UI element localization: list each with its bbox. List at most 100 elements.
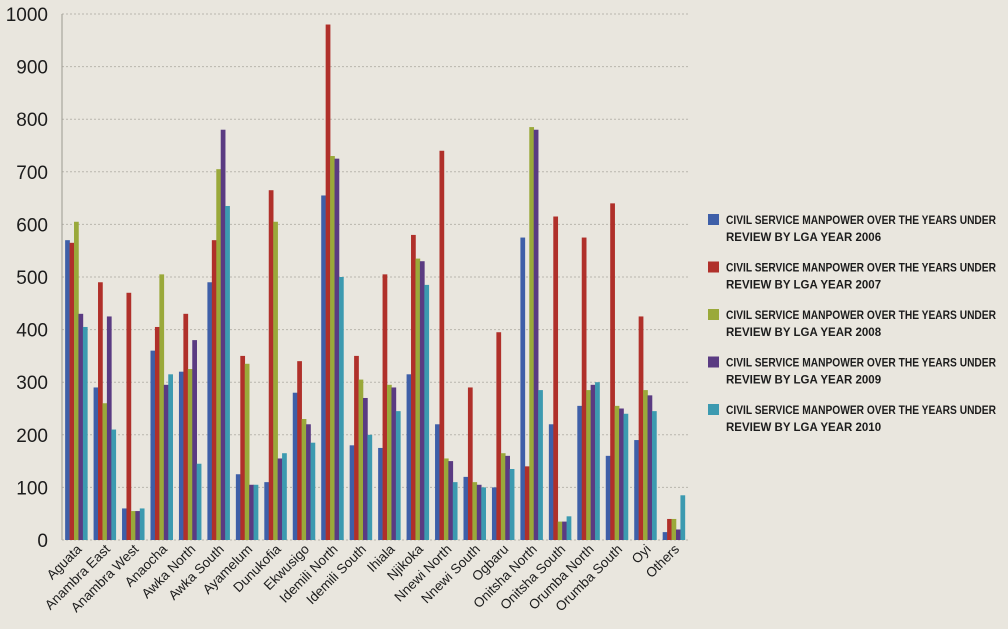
bar-2-9 [325, 24, 331, 540]
bar-1-7 [264, 482, 270, 540]
bar-3-19 [614, 405, 620, 540]
bar-4-8 [306, 424, 311, 540]
bar-2-11 [382, 274, 388, 540]
bar-1-16 [520, 237, 526, 541]
y-tick-label: 800 [16, 110, 48, 131]
bar-3-11 [387, 384, 392, 540]
bar-5-21 [680, 495, 686, 540]
bar-2-3 [154, 326, 160, 540]
legend-label: CIVIL SERVICE MANPOWER OVER THE YEARS UN… [726, 215, 997, 227]
bar-3-8 [301, 419, 307, 540]
bar-5-16 [538, 390, 543, 540]
legend-label: CIVIL SERVICE MANPOWER OVER THE YEARS UN… [726, 263, 997, 275]
bar-4-17 [562, 521, 567, 540]
bar-4-9 [334, 158, 340, 540]
bar-4-1 [106, 316, 112, 540]
legend-swatch [708, 214, 719, 225]
bar-3-16 [529, 127, 535, 540]
bar-5-14 [481, 487, 486, 540]
bar-5-2 [139, 508, 145, 540]
y-tick-label: 500 [16, 268, 48, 289]
bar-4-11 [391, 387, 397, 540]
y-axis: 0 100 200 300 400 500 600 700 800 900 1000 [6, 5, 63, 552]
bar-3-18 [586, 390, 591, 540]
y-tick-label: 0 [37, 531, 48, 552]
bar-5-5 [225, 205, 230, 541]
bar-3-13 [443, 458, 449, 540]
bar-4-16 [533, 129, 539, 540]
bar-2-6 [240, 355, 246, 540]
legend-label: CIVIL SERVICE MANPOWER OVER THE YEARS UN… [726, 358, 997, 370]
bar-4-10 [362, 397, 368, 540]
bar-1-5 [207, 282, 213, 540]
bar-3-1 [102, 403, 108, 540]
bar-2-4 [183, 313, 189, 540]
legend-label: REVIEW BY LGA YEAR 2006 [726, 232, 881, 244]
legend-swatch [708, 309, 719, 320]
bar-3-5 [216, 169, 222, 541]
y-tick-label: 600 [16, 215, 48, 236]
legend-swatch [708, 261, 719, 273]
bar-3-21 [671, 518, 677, 540]
y-tick-label: 100 [16, 478, 48, 499]
bar-4-18 [590, 384, 596, 540]
bar-5-10 [367, 434, 373, 540]
bar-4-15 [505, 455, 510, 540]
bar-4-3 [163, 384, 169, 540]
bar-4-4 [192, 340, 197, 540]
bar-1-18 [577, 405, 583, 540]
bar-5-4 [196, 463, 202, 540]
legend-swatch [708, 404, 719, 415]
bar-1-3 [150, 350, 156, 540]
bar-5-3 [168, 374, 173, 540]
bar-2-0 [69, 242, 75, 540]
bar-3-0 [74, 221, 79, 540]
bar-3-20 [643, 390, 648, 540]
bar-4-6 [249, 484, 254, 540]
bar-5-19 [623, 413, 629, 540]
bar-1-6 [235, 474, 241, 540]
bar-5-0 [82, 326, 88, 540]
bar-2-14 [467, 387, 473, 540]
bar-2-21 [667, 518, 672, 540]
bar-4-7 [277, 458, 283, 540]
bar-1-20 [634, 440, 639, 540]
bar-5-13 [452, 482, 458, 540]
y-tick-label: 200 [16, 426, 48, 447]
bar-5-8 [310, 442, 316, 540]
bar-2-5 [211, 240, 217, 540]
bar-3-4 [187, 369, 193, 540]
bar-1-4 [178, 371, 184, 540]
bar-4-21 [675, 529, 681, 540]
legend-swatch [708, 356, 719, 368]
bar-1-9 [321, 195, 326, 540]
legend-label: CIVIL SERVICE MANPOWER OVER THE YEARS UN… [726, 310, 997, 322]
bar-2-20 [638, 316, 644, 540]
y-tick-label: 300 [16, 373, 48, 394]
legend-label: REVIEW BY LGA YEAR 2008 [726, 327, 882, 339]
bar-4-13 [448, 461, 454, 540]
legend-label: REVIEW BY LGA YEAR 2007 [726, 280, 881, 292]
bar-1-19 [605, 455, 611, 540]
y-tick-label: 900 [16, 58, 48, 79]
y-tick-label: 1000 [6, 5, 48, 26]
bar-1-0 [65, 240, 70, 540]
bar-2-12 [411, 234, 416, 541]
bar-2-17 [553, 216, 559, 540]
bar-4-2 [135, 511, 141, 540]
bar-2-16 [524, 466, 530, 540]
bar-3-14 [472, 482, 478, 540]
bar-1-11 [378, 447, 383, 540]
bar-5-7 [282, 453, 287, 540]
bar-2-1 [98, 282, 103, 540]
legend[interactable]: CIVIL SERVICE MANPOWER OVER THE YEARS UN… [708, 214, 997, 434]
bar-1-1 [93, 387, 99, 540]
bar-2-19 [610, 203, 615, 541]
bar-1-8 [292, 392, 298, 540]
bar-5-12 [424, 284, 430, 540]
bar-4-19 [619, 408, 624, 540]
bar-2-13 [439, 150, 445, 540]
bar-3-12 [415, 258, 421, 540]
bar-1-2 [122, 508, 127, 540]
